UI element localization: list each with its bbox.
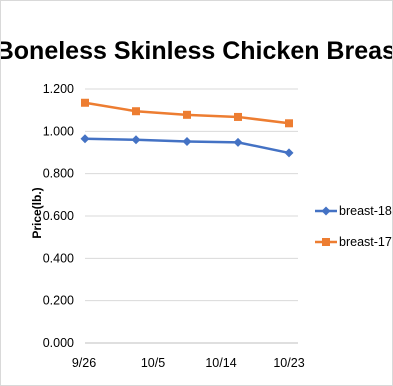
x-tick-label: 10/14: [205, 356, 236, 370]
x-axis-ticks: 9/26 10/5 10/14 10/23: [72, 356, 305, 370]
legend-label: breast-18: [339, 204, 392, 218]
y-tick-label: 1.200: [43, 82, 74, 96]
x-tick-label: 9/26: [72, 356, 96, 370]
legend-label: breast-17: [339, 235, 392, 249]
y-tick-label: 0.800: [43, 167, 74, 181]
y-tick-label: 0.200: [43, 294, 74, 308]
data-point: [132, 107, 140, 116]
y-tick-label: 0.400: [43, 251, 74, 265]
y-tick-label: 1.000: [43, 124, 74, 138]
legend: breast-18 breast-17: [315, 204, 392, 249]
x-tick-label: 10/5: [141, 356, 165, 370]
data-point: [182, 136, 192, 146]
data-point: [233, 137, 243, 147]
series-layer: [80, 98, 294, 158]
data-point: [234, 112, 242, 121]
data-point: [284, 148, 294, 158]
data-point: [285, 119, 293, 128]
gridlines: [85, 88, 298, 344]
y-axis-label: Price(lb.): [30, 187, 44, 238]
x-tick-label: 10/23: [273, 356, 304, 370]
legend-marker: [321, 206, 331, 216]
y-axis-ticks: 0.000 0.200 0.400 0.600 0.800 1.000 1.200: [43, 82, 74, 350]
y-tick-label: 0.000: [43, 336, 74, 350]
legend-marker: [322, 238, 330, 246]
chart-title: Boneless Skinless Chicken Breast: [1, 37, 392, 65]
data-point: [183, 110, 191, 119]
data-point: [80, 134, 90, 144]
y-tick-label: 0.600: [43, 209, 74, 223]
data-point: [131, 135, 141, 145]
data-point: [81, 98, 89, 107]
